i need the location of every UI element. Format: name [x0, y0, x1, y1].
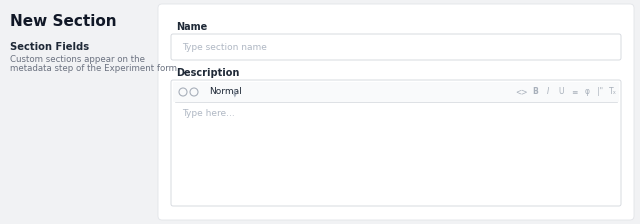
FancyBboxPatch shape — [173, 82, 619, 102]
FancyBboxPatch shape — [158, 4, 634, 220]
Text: B: B — [532, 88, 538, 97]
Text: Normal: Normal — [209, 88, 242, 97]
Text: ▼: ▼ — [233, 92, 237, 97]
Text: New Section: New Section — [10, 14, 116, 29]
FancyBboxPatch shape — [171, 34, 621, 60]
Text: Description: Description — [176, 68, 239, 78]
Text: <>: <> — [516, 88, 528, 97]
Text: Type section name: Type section name — [182, 43, 267, 52]
Text: I: I — [547, 88, 549, 97]
Text: Custom sections appear on the: Custom sections appear on the — [10, 55, 145, 64]
Text: U: U — [558, 88, 564, 97]
Text: φ: φ — [584, 88, 589, 97]
Text: Tₓ: Tₓ — [609, 88, 617, 97]
Text: Type here...: Type here... — [182, 109, 235, 118]
Text: ≡: ≡ — [571, 88, 577, 97]
Text: ▲: ▲ — [233, 87, 237, 92]
Text: |": |" — [597, 88, 603, 97]
Text: Section Fields: Section Fields — [10, 42, 89, 52]
Text: Name: Name — [176, 22, 207, 32]
Text: metadata step of the Experiment form.: metadata step of the Experiment form. — [10, 64, 180, 73]
FancyBboxPatch shape — [171, 80, 621, 206]
